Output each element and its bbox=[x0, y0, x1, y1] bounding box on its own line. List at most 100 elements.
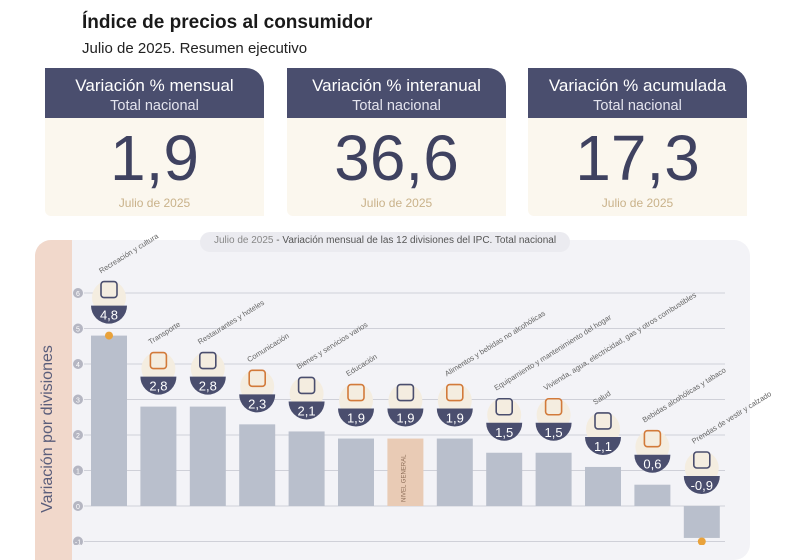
card-scope: Total nacional bbox=[352, 98, 441, 114]
category-label: Recreación y cultura bbox=[97, 231, 160, 275]
card-period: Julio de 2025 bbox=[360, 196, 433, 210]
tick-marker bbox=[73, 288, 83, 298]
y-tick-label: 3 bbox=[76, 398, 80, 405]
card-value: 36,6 bbox=[334, 122, 459, 194]
category-label: Comunicación bbox=[245, 331, 290, 364]
value-badge bbox=[338, 408, 374, 427]
y-tick-label: 2 bbox=[76, 433, 80, 440]
y-tick-label: 1 bbox=[76, 469, 80, 476]
category-label: Restaurantes y hoteles bbox=[196, 298, 266, 346]
phone-icon bbox=[248, 369, 266, 388]
data-label: -0,9 bbox=[691, 478, 713, 493]
umbrella-icon bbox=[100, 280, 118, 299]
y-tick-label: 4 bbox=[76, 362, 80, 369]
plate-icon bbox=[199, 351, 217, 370]
data-label: 2,3 bbox=[248, 396, 266, 411]
card-value: 1,9 bbox=[110, 122, 199, 194]
bar bbox=[288, 431, 325, 506]
page-subtitle: Julio de 2025. Resumen ejecutivo bbox=[82, 40, 308, 57]
card-scope: Total nacional bbox=[593, 98, 682, 114]
chart-title: Julio de 2025 - Variación mensual de las… bbox=[200, 232, 571, 252]
data-label: 1,1 bbox=[594, 439, 612, 454]
first-aid-icon bbox=[594, 412, 612, 430]
bar bbox=[140, 406, 177, 506]
data-label: 1,9 bbox=[396, 411, 414, 426]
value-badge bbox=[140, 376, 177, 395]
bar bbox=[189, 406, 226, 506]
bar-chart: -1 0 1 2 3 4 5 6 4,8 Recreación y cultura 2,8 Trans… bbox=[73, 231, 773, 546]
data-label: 1,5 bbox=[495, 425, 513, 440]
data-label: 1,9 bbox=[347, 411, 365, 426]
card-yearly: Variación % interanual Total nacional 36,… bbox=[287, 68, 506, 216]
card-title: Variación % interanual bbox=[312, 76, 481, 95]
bulb-icon bbox=[544, 397, 563, 416]
data-label: 4,8 bbox=[100, 308, 118, 323]
category-label: Transporte bbox=[147, 320, 182, 347]
y-tick-label: 5 bbox=[76, 327, 80, 334]
value-badge bbox=[288, 401, 325, 420]
value-badge bbox=[189, 376, 226, 395]
card-title: Variación % acumulada bbox=[548, 76, 727, 95]
category-label: Educación bbox=[344, 352, 378, 378]
max-marker bbox=[105, 331, 113, 340]
chart-title-period: Julio de 2025 bbox=[214, 235, 274, 246]
y-tick-label: 0 bbox=[76, 504, 80, 511]
comb-icon bbox=[297, 376, 316, 395]
card-title: Variación % mensual bbox=[75, 76, 234, 95]
bar bbox=[91, 335, 127, 506]
chart-title-text: Variación mensual de las 12 divisiones d… bbox=[282, 235, 557, 246]
bar bbox=[585, 466, 621, 506]
notebook-icon bbox=[347, 383, 365, 402]
value-badge bbox=[683, 476, 720, 494]
card-accumulated: Variación % acumulada Total nacional 17,3… bbox=[528, 68, 747, 216]
bar bbox=[683, 506, 720, 538]
ylabel-strip bbox=[35, 240, 72, 560]
basket-icon bbox=[396, 383, 415, 402]
card-period: Julio de 2025 bbox=[601, 196, 674, 210]
tick-marker bbox=[73, 536, 83, 545]
value-badge bbox=[486, 422, 523, 441]
data-label: 2,8 bbox=[149, 379, 167, 394]
data-label: 1,9 bbox=[446, 411, 464, 426]
bar bbox=[387, 438, 424, 506]
data-label: 1,5 bbox=[545, 425, 563, 440]
toaster-icon bbox=[495, 397, 514, 416]
min-marker bbox=[697, 537, 706, 545]
y-tick-label: 6 bbox=[76, 291, 80, 298]
category-label: Salud bbox=[591, 389, 612, 407]
data-label: 2,1 bbox=[298, 403, 316, 418]
value-badge bbox=[436, 408, 473, 427]
card-value: 17,3 bbox=[575, 122, 700, 194]
bar bbox=[535, 452, 572, 506]
value-badge bbox=[634, 454, 671, 473]
category-label: Bebidas alcohólicas y tabaco bbox=[641, 366, 728, 425]
shirt-icon bbox=[692, 451, 711, 469]
general-label: NIVEL GENERAL bbox=[401, 454, 407, 502]
card-monthly: Variación % mensual Total nacional 1,9 Jul… bbox=[45, 68, 264, 216]
value-badge bbox=[387, 408, 424, 427]
tick-marker bbox=[73, 359, 83, 369]
tick-marker bbox=[73, 323, 83, 334]
card-period: Julio de 2025 bbox=[118, 196, 191, 210]
value-badge bbox=[91, 305, 127, 324]
bar bbox=[436, 438, 473, 506]
chicken-icon bbox=[445, 383, 464, 402]
tick-marker bbox=[73, 501, 83, 511]
value-badge bbox=[535, 422, 572, 441]
y-tick-label: -1 bbox=[75, 540, 81, 546]
car-icon bbox=[149, 351, 168, 370]
bottle-icon bbox=[643, 429, 662, 448]
value-badge bbox=[585, 436, 621, 455]
bar bbox=[634, 484, 671, 506]
tick-marker bbox=[73, 430, 83, 440]
category-label: Prendas de vestir y calzado bbox=[690, 389, 773, 445]
bar bbox=[239, 424, 276, 506]
bar bbox=[486, 452, 523, 506]
bar bbox=[338, 438, 374, 506]
tick-marker bbox=[73, 465, 83, 476]
tick-marker bbox=[73, 394, 83, 405]
value-badge bbox=[239, 394, 276, 413]
page-title: Índice de precios al consumidor bbox=[82, 12, 373, 33]
card-scope: Total nacional bbox=[110, 98, 199, 114]
data-label: 2,8 bbox=[199, 379, 217, 394]
